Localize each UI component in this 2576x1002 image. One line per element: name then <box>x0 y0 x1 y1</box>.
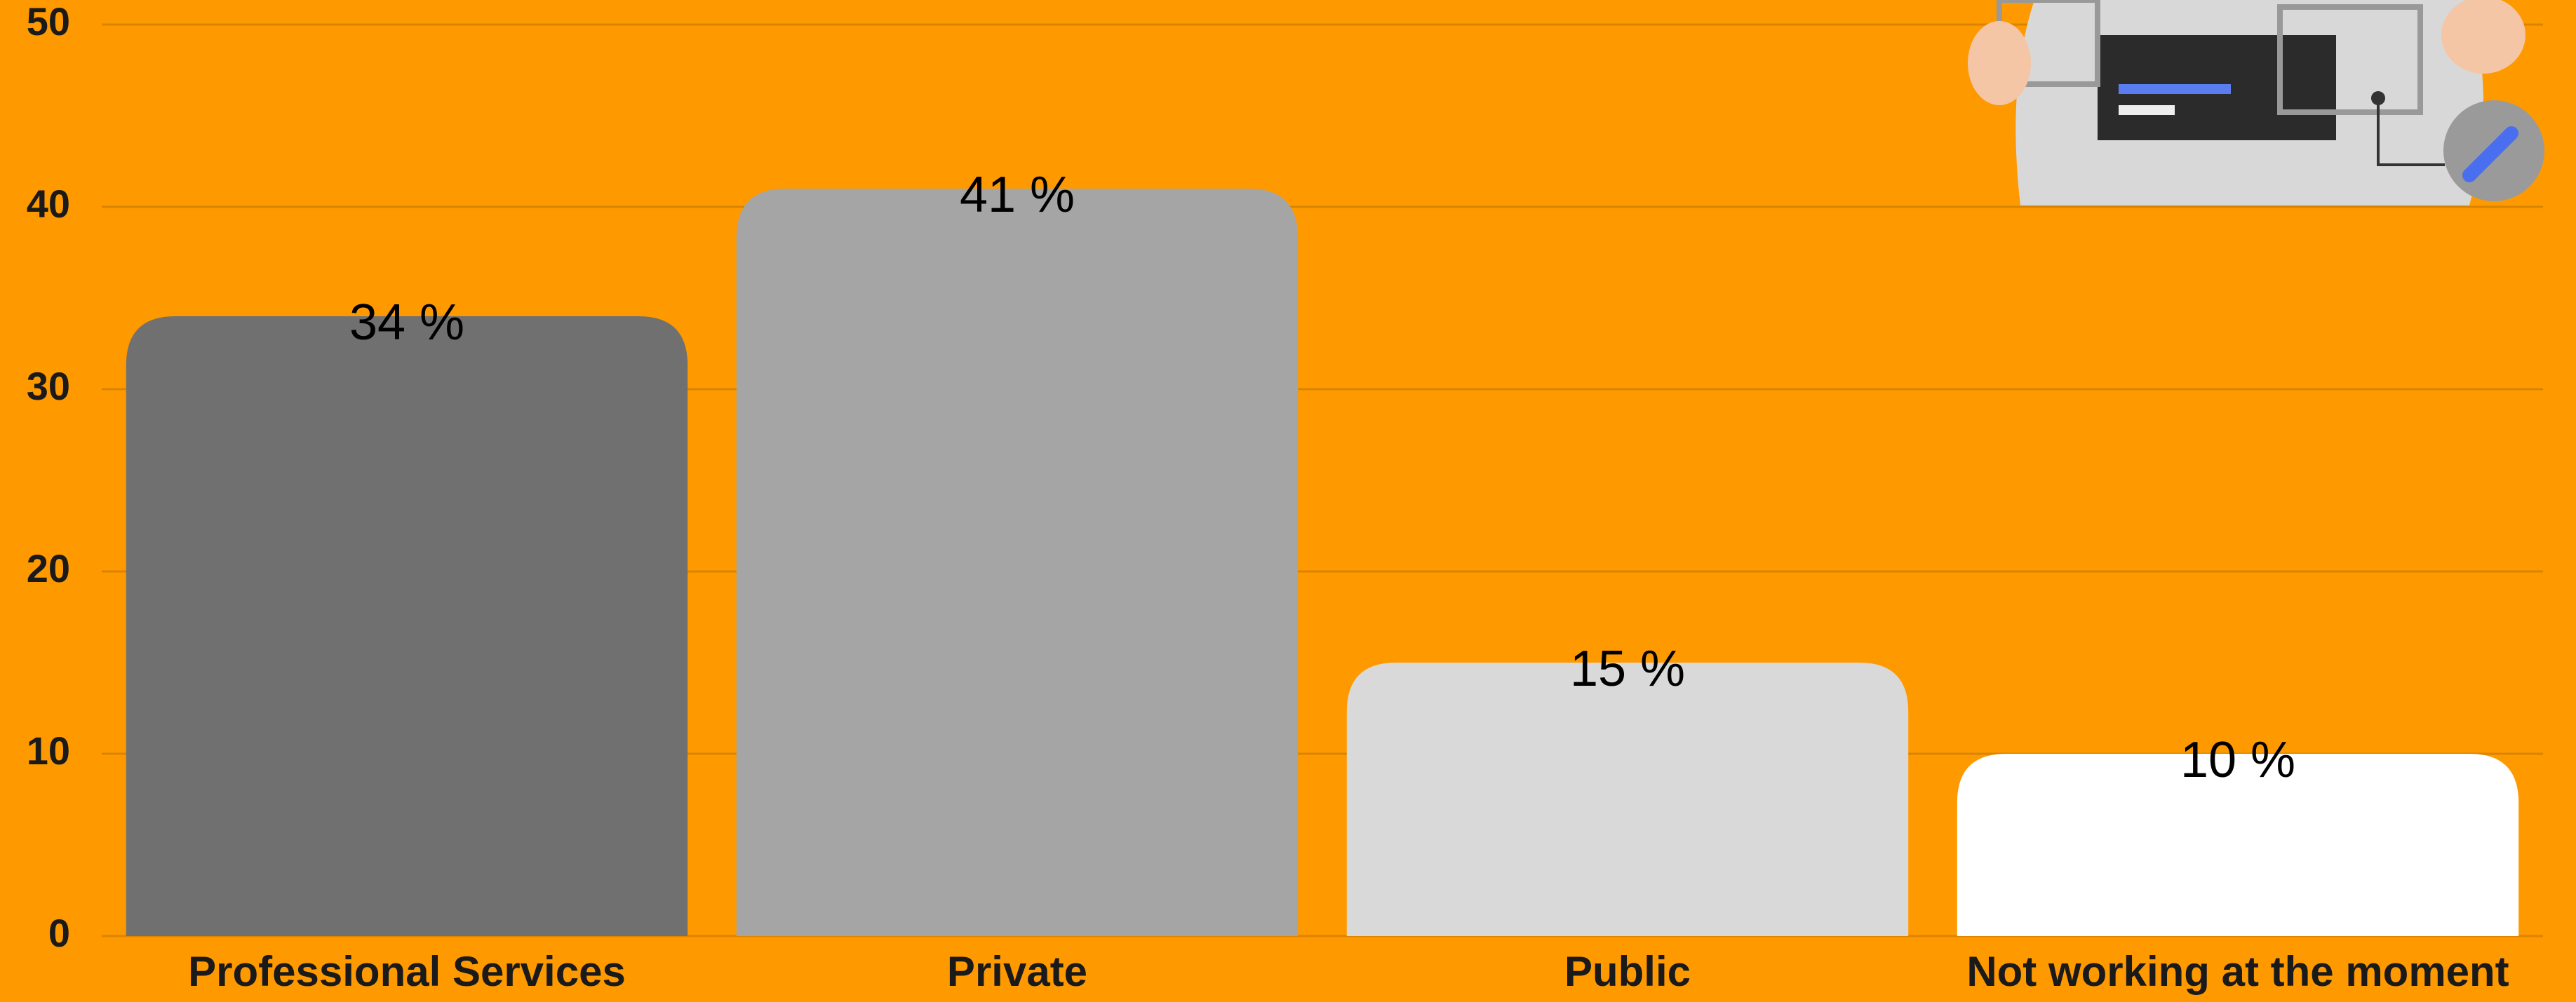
y-tick-label: 20 <box>27 546 70 590</box>
value-label: 10 % <box>2180 732 2295 788</box>
y-tick-label: 50 <box>27 0 70 43</box>
y-tick-label: 10 <box>27 729 70 773</box>
bar <box>126 316 688 936</box>
illustration <box>1968 0 2544 205</box>
x-tick-label: Not working at the moment <box>1966 948 2509 995</box>
x-tick-label: Public <box>1564 948 1691 995</box>
bar <box>1957 754 2519 936</box>
y-tick-label: 40 <box>27 182 70 226</box>
value-label: 41 % <box>960 167 1075 223</box>
value-label: 15 % <box>1570 641 1685 697</box>
y-tick-label: 0 <box>48 911 70 955</box>
bar <box>1346 663 1909 936</box>
bar <box>736 189 1299 936</box>
y-tick-label: 30 <box>27 364 70 408</box>
value-label: 34 % <box>349 294 464 351</box>
x-tick-label: Private <box>947 948 1087 995</box>
x-tick-label: Professional Services <box>188 948 626 995</box>
